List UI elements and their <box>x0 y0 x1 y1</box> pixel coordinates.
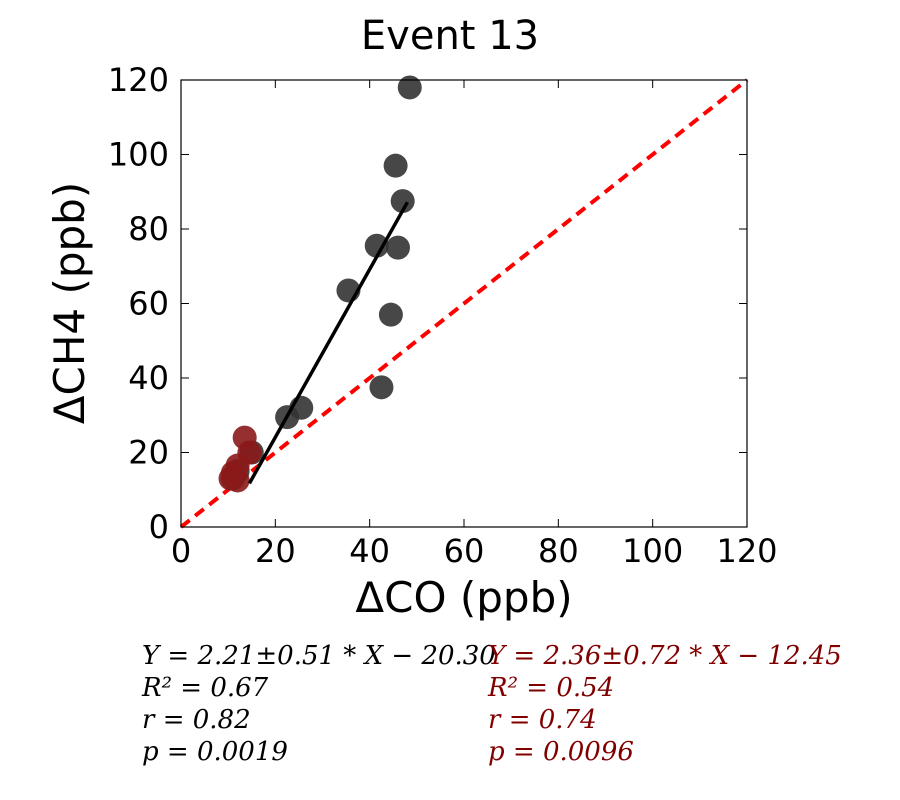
x-axis-label: ΔCO (ppb) <box>355 573 572 622</box>
data-point-series-1 <box>378 302 403 327</box>
y-tick-label: 80 <box>128 210 169 248</box>
r-squared: R² = 0.67 <box>142 673 269 703</box>
x-tick-label: 60 <box>444 532 485 570</box>
r-squared: R² = 0.54 <box>488 673 615 703</box>
fit-line <box>247 201 409 485</box>
correlation-r: r = 0.74 <box>488 705 597 735</box>
stats-right: Y = 2.36±0.72 * X − 12.45 R² = 0.54 r = … <box>488 640 842 768</box>
y-tick-label: 40 <box>128 359 169 397</box>
x-tick-label: 80 <box>538 532 579 570</box>
data-point-series-2 <box>225 468 250 493</box>
data-point-series-1 <box>390 189 415 214</box>
regression-equation: Y = 2.36±0.72 * X − 12.45 <box>488 641 842 671</box>
stats-left: Y = 2.21±0.51 * X − 20.30 R² = 0.67 r = … <box>142 640 496 768</box>
y-tick-label: 60 <box>128 285 169 323</box>
axis-ticks: 0 20 40 60 80 100 120 0 20 40 60 80 100 120 <box>108 61 778 570</box>
regression-equation: Y = 2.21±0.51 * X − 20.30 <box>142 641 496 671</box>
data-point-series-1 <box>364 233 389 258</box>
chart-title: Event 13 <box>361 13 539 59</box>
y-tick-label: 100 <box>108 136 169 174</box>
y-tick-label: 0 <box>149 508 169 546</box>
one-to-one-line <box>179 78 749 529</box>
scatter-chart: Event 13 0 20 40 60 80 100 120020406080100120 … <box>45 13 778 622</box>
data-point-series-1 <box>369 375 394 400</box>
y-tick-label: 20 <box>128 434 169 472</box>
data-point-series-1 <box>383 153 408 178</box>
data-point-series-1 <box>397 75 422 100</box>
x-tick-label: 120 <box>716 532 777 570</box>
y-axis-label: ΔCH4 (ppb) <box>45 182 94 424</box>
x-tick-label: 0 <box>171 532 191 570</box>
p-value: p = 0.0019 <box>142 737 288 767</box>
p-value: p = 0.0096 <box>488 737 634 767</box>
x-tick-label: 100 <box>622 532 683 570</box>
x-tick-label: 20 <box>255 532 296 570</box>
plot-area <box>179 75 749 529</box>
y-tick-label: 120 <box>108 61 169 99</box>
data-point-series-1 <box>385 235 410 260</box>
x-tick-label: 40 <box>349 532 390 570</box>
correlation-r: r = 0.82 <box>142 705 251 735</box>
